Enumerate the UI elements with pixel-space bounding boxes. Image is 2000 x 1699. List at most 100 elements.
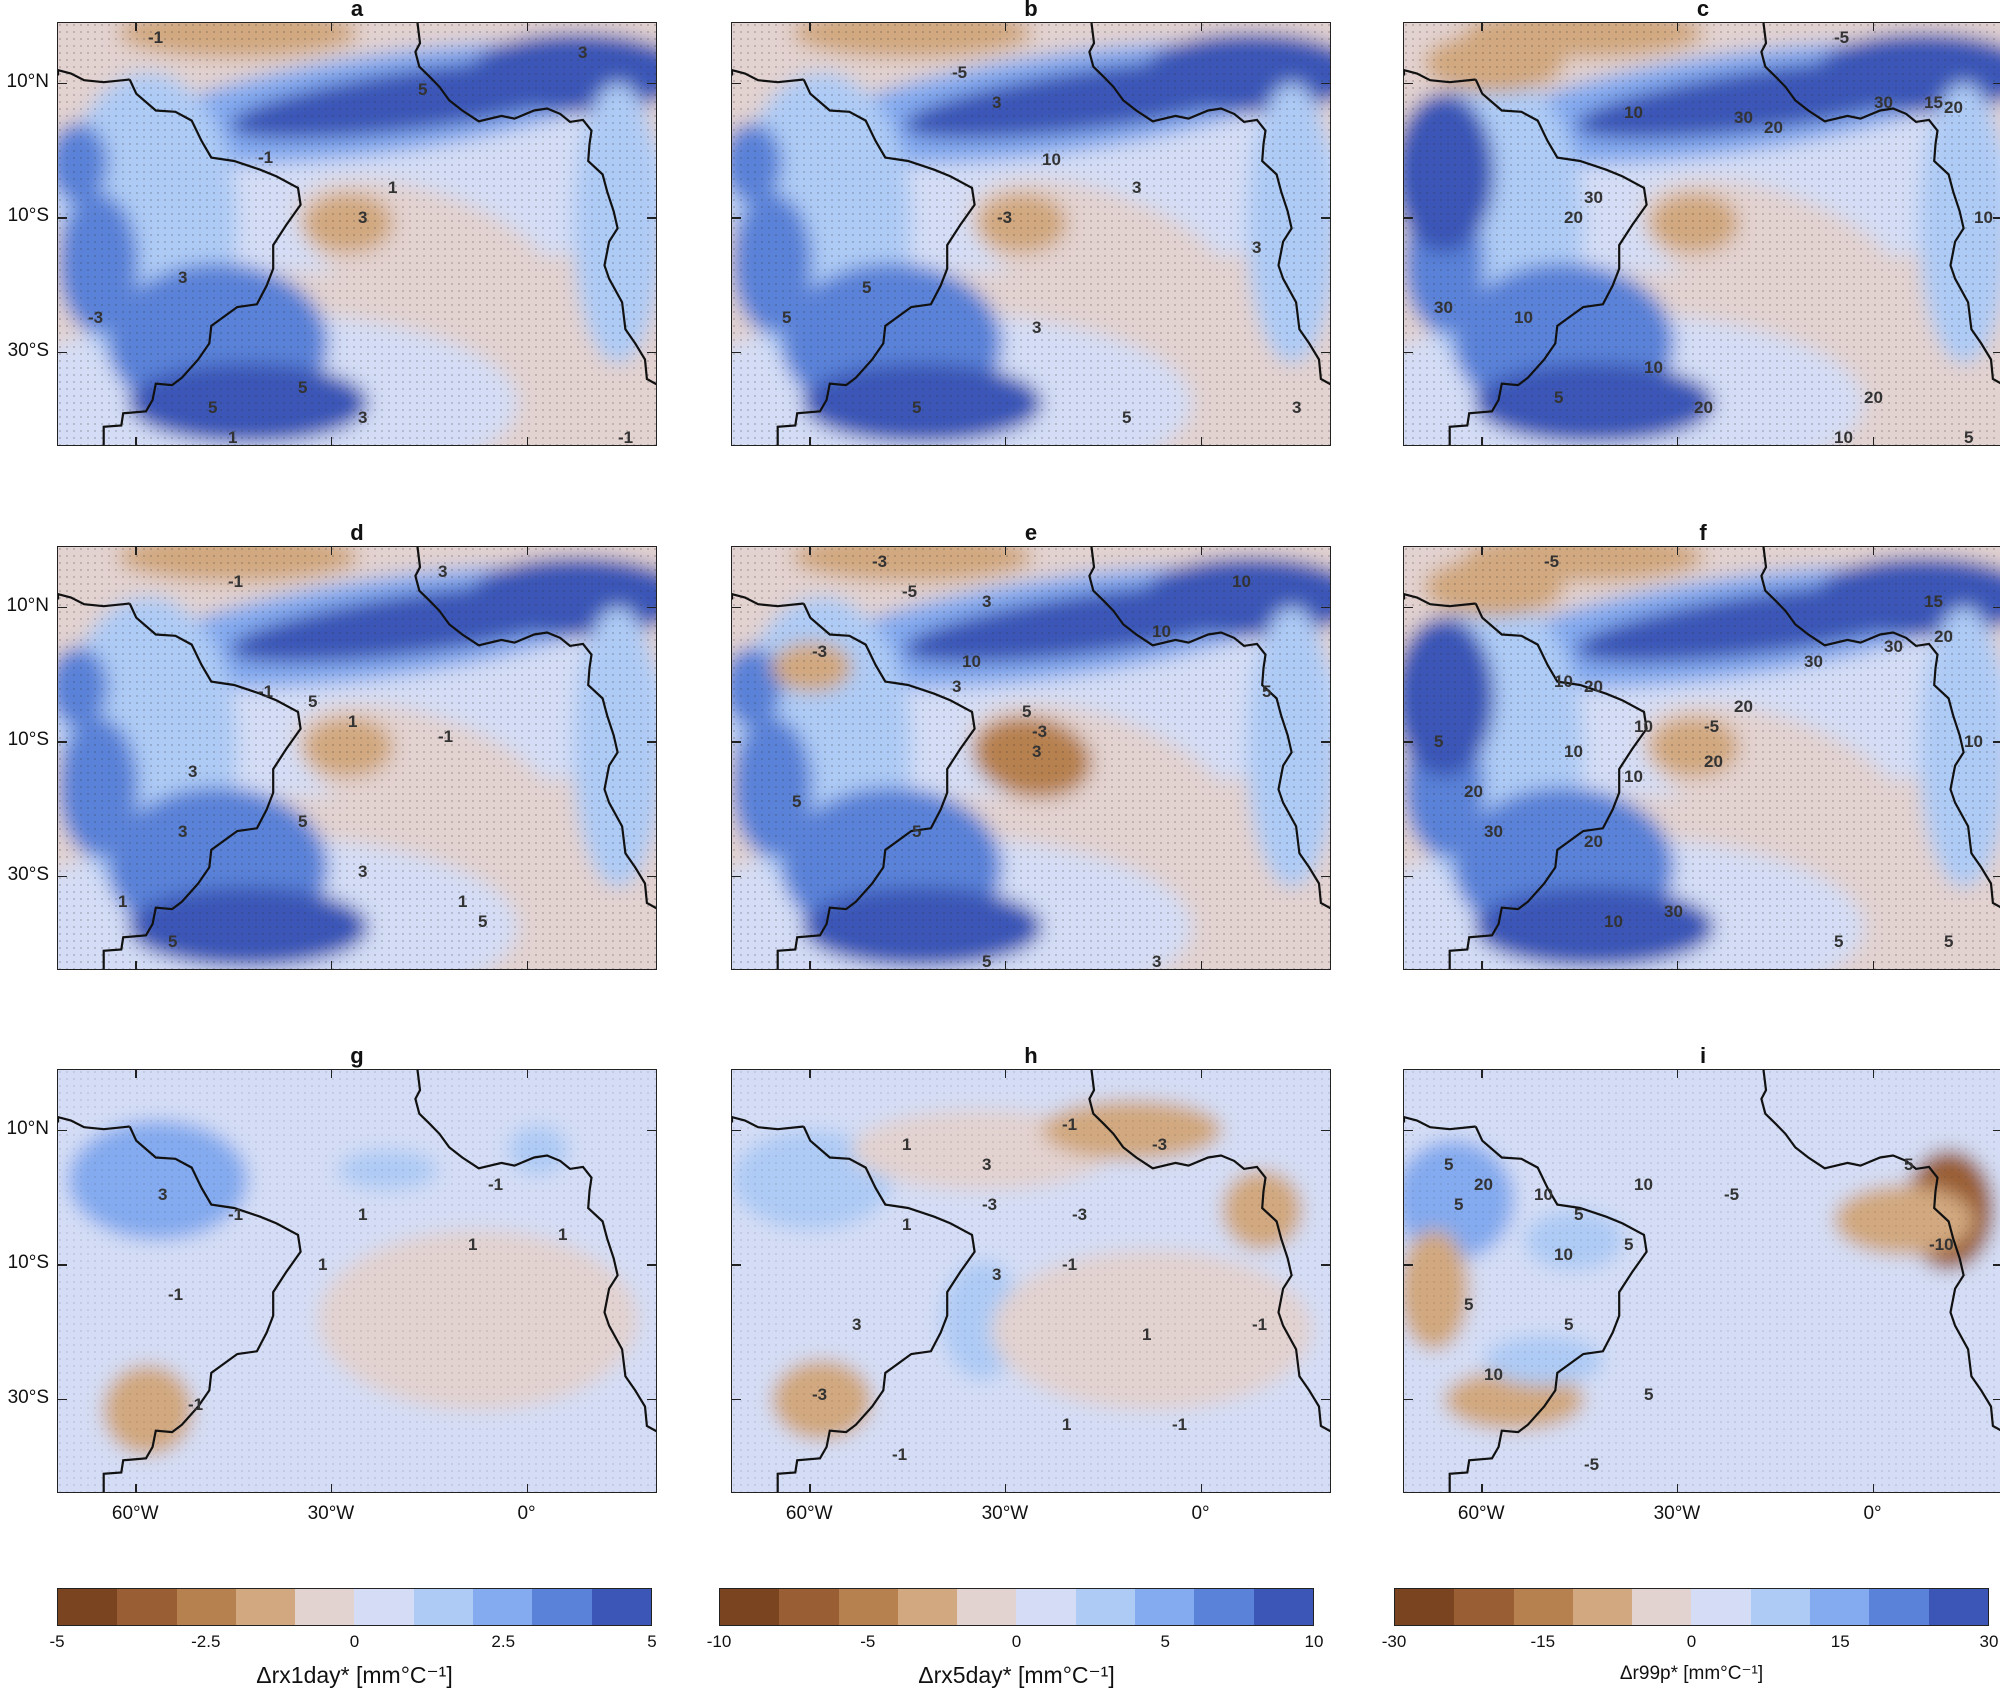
panel-letter: b [1024, 0, 1038, 21]
lat-tick [1321, 217, 1331, 219]
contour-label: -1 [618, 428, 633, 446]
lon-tick [1676, 1484, 1679, 1493]
contour-label: 1 [228, 428, 237, 446]
contour-label: 5 [912, 398, 921, 417]
contour-label: -1 [438, 727, 453, 746]
contour-label: 5 [1444, 1155, 1453, 1174]
contour-label: 5 [298, 812, 307, 831]
colorbar-swatch [838, 1589, 898, 1625]
colorbar-tick-label: 5 [1160, 1632, 1170, 1651]
contour-label: 5 [1464, 1295, 1473, 1314]
lon-tick [1004, 961, 1007, 970]
colorbar-tick-label: -2.5 [191, 1632, 221, 1651]
contour-label: 3 [188, 762, 197, 781]
contour-label: 3 [178, 268, 187, 287]
lon-label: 60°W [111, 1503, 159, 1524]
colorbar-swatch [1016, 1589, 1076, 1625]
lat-tick [1321, 741, 1331, 743]
map-area: -1 1 3 -3 -3 -3 1 3 -1 3 -3 -1 1 -1 1 -1 [731, 1069, 1331, 1493]
lon-tick [1481, 961, 1483, 970]
lon-tick [1004, 22, 1007, 31]
contour-label: 10 [1634, 717, 1653, 736]
contour-label: 15 [1924, 93, 1943, 112]
contour-label: -5 [1724, 1185, 1739, 1204]
contour-label: -3 [872, 552, 887, 571]
colorbar-swatch [532, 1589, 592, 1625]
lon-tick [1872, 961, 1875, 970]
lat-tick [1321, 351, 1331, 354]
contour-label: -1 [188, 1395, 203, 1414]
lat-tick [731, 741, 741, 743]
panel-letter: g [350, 1043, 364, 1068]
panel-letter: i [1699, 1043, 1707, 1068]
map-area: -1 3 5 -1 1 3 3 -3 5 5 3 1 -1 [57, 22, 657, 446]
colorbar-tick-label: 30 [1979, 1632, 1999, 1651]
lat-tick [1403, 606, 1413, 609]
lat-tick [57, 217, 67, 219]
contour-label: 10 [1604, 912, 1623, 931]
contour-label: 1 [902, 1135, 911, 1154]
colorbar-tick-label: 0 [1686, 1632, 1697, 1651]
lon-label: 0° [517, 1503, 536, 1524]
colorbar-3: -30 -15 0 15 30 Δr99p* [mm°C⁻¹] [1382, 1588, 1998, 1688]
colorbar-swatch [1194, 1589, 1254, 1625]
lat-tick [1403, 741, 1413, 743]
lon-tick [1872, 546, 1875, 555]
significance-stipple [1404, 23, 2000, 445]
lon-tick [330, 1069, 333, 1078]
lat-tick [1993, 741, 2000, 743]
colorbar-swatch [235, 1589, 296, 1625]
lon-tick [1200, 961, 1203, 970]
colorbar-swatch [1253, 1589, 1313, 1625]
contour-label: -5 [952, 63, 967, 82]
colorbar-tick-label: 10 [1304, 1632, 1324, 1651]
contour-label: 20 [1864, 388, 1883, 407]
colorbar-swatch [1928, 1589, 1988, 1625]
lon-tick [330, 961, 333, 970]
contour-label: 30 [1584, 188, 1603, 207]
contour-label: 20 [1694, 398, 1713, 417]
lat-label: 30°S [7, 1386, 49, 1408]
lon-label: 60°W [785, 1503, 833, 1524]
lon-label: 30°W [1653, 1503, 1701, 1524]
lat-tick [1321, 606, 1331, 609]
lon-tick [330, 22, 333, 31]
contour-label: 30 [1484, 822, 1503, 841]
lon-tick [135, 1484, 137, 1493]
lat-tick [57, 1264, 67, 1266]
coastline [1404, 547, 2000, 969]
colorbar-tick-label: -5 [860, 1632, 876, 1651]
colorbar-tick-label: -10 [706, 1632, 732, 1651]
contour-label: 5 [298, 378, 307, 397]
colorbar-swatch [1691, 1589, 1751, 1625]
contour-label: 1 [388, 178, 397, 197]
lon-tick [135, 961, 137, 970]
lat-tick [1993, 875, 2000, 878]
coastline [732, 1070, 1330, 1492]
contour-label: 20 [1564, 208, 1583, 227]
map-area: -5 3 3 10 -3 3 5 5 3 5 5 3 [731, 22, 1331, 446]
lon-tick [526, 1484, 529, 1493]
contour-label: 3 [158, 1185, 167, 1204]
contour-label: -3 [1152, 1135, 1167, 1154]
contour-label: 30 [1884, 637, 1903, 656]
lat-tick [1403, 82, 1413, 85]
contour-label: -3 [1032, 722, 1047, 741]
contour-label: -1 [168, 1285, 183, 1304]
lat-tick [731, 82, 741, 85]
contour-label: -3 [88, 308, 103, 327]
lon-tick [1004, 1069, 1007, 1078]
lon-tick [1004, 1484, 1007, 1493]
coastline [732, 23, 1330, 445]
contour-label: 3 [358, 862, 367, 881]
colorbar-swatch [1810, 1589, 1870, 1625]
lon-tick [809, 1484, 811, 1493]
colorbar-title: Δrx1day* [mm°C⁻¹] [256, 1662, 453, 1688]
map-area: -1 -1 3 5 1 3 -1 3 5 3 5 1 5 1 [57, 546, 657, 970]
contour-label: 5 [792, 792, 801, 811]
contour-label: -3 [812, 1385, 827, 1404]
contour-label: 3 [438, 562, 447, 581]
lon-tick [526, 546, 529, 555]
colorbar-swatches [719, 1588, 1314, 1626]
